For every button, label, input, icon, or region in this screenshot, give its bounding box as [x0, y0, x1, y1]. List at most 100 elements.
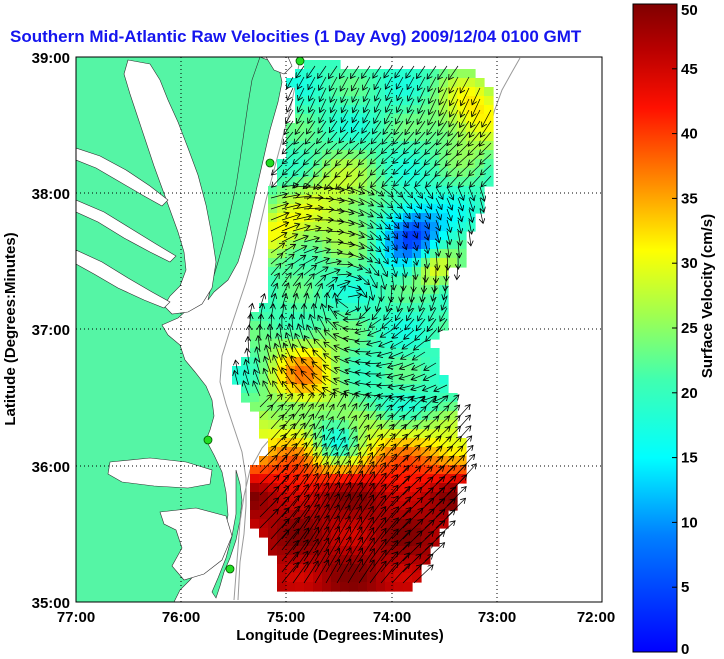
velocity-vector [281, 244, 296, 254]
velocity-cell [349, 483, 359, 493]
velocity-cell [277, 348, 287, 358]
velocity-cell [466, 114, 476, 124]
velocity-vector [380, 541, 398, 562]
velocity-cell [403, 105, 413, 115]
velocity-vector [362, 65, 371, 78]
velocity-cell [286, 312, 296, 322]
velocity-cell [295, 555, 305, 565]
velocity-cell [412, 501, 422, 511]
velocity-cell [331, 186, 341, 196]
velocity-cell [268, 456, 278, 466]
velocity-vector [315, 142, 327, 154]
velocity-cell [313, 78, 323, 88]
velocity-cell [430, 510, 440, 520]
velocity-cell [430, 429, 440, 439]
velocity-vector [481, 175, 492, 187]
velocity-vector [391, 519, 411, 540]
velocity-cell [439, 240, 449, 250]
velocity-cell [412, 402, 422, 412]
velocity-cell [331, 78, 341, 88]
velocity-cell [331, 402, 341, 412]
velocity-cell [394, 168, 404, 178]
velocity-cell [367, 348, 377, 358]
velocity-vector [307, 65, 316, 78]
velocity-cell [286, 294, 296, 304]
velocity-cell [439, 114, 449, 124]
velocity-cell [394, 330, 404, 340]
velocity-cell [322, 393, 332, 403]
velocity-cell [286, 510, 296, 520]
velocity-vector [375, 98, 382, 112]
velocity-vector [362, 120, 371, 133]
velocity-cell [367, 393, 377, 403]
velocity-vector [391, 530, 410, 551]
velocity-cell [286, 258, 296, 268]
velocity-vector [391, 553, 409, 573]
velocity-cell [340, 294, 350, 304]
velocity-cell [403, 519, 413, 529]
velocity-vector [341, 120, 349, 132]
velocity-cell [394, 159, 404, 169]
velocity-cell [304, 294, 314, 304]
velocity-cell [304, 555, 314, 565]
velocity-cell [403, 447, 413, 457]
velocity-cell [448, 222, 458, 232]
velocity-cell [403, 168, 413, 178]
velocity-vector [322, 304, 327, 320]
velocity-cell [340, 177, 350, 187]
velocity-vector [417, 65, 426, 79]
velocity-vector [270, 233, 287, 243]
velocity-vector [445, 274, 447, 291]
velocity-cell [385, 438, 395, 448]
velocity-vector [314, 483, 329, 507]
velocity-cell [331, 582, 341, 592]
velocity-vector [447, 219, 451, 232]
velocity-cell [358, 384, 368, 394]
velocity-vector [244, 370, 250, 386]
velocity-vector [468, 142, 481, 155]
velocity-cell [295, 303, 305, 313]
velocity-cell [367, 474, 377, 484]
velocity-cell [295, 249, 305, 259]
velocity-vector [391, 230, 398, 239]
velocity-cell [367, 402, 377, 412]
velocity-vector [325, 471, 340, 496]
velocity-cell [259, 339, 269, 349]
velocity-vector [325, 483, 340, 507]
velocity-cell [403, 267, 413, 277]
velocity-cell [457, 87, 467, 97]
velocity-vector [439, 76, 448, 93]
velocity-cell [268, 501, 278, 511]
velocity-cell [268, 186, 278, 196]
velocity-cell [421, 321, 431, 331]
x-tick-label: 74:00 [373, 609, 411, 626]
velocity-vector [358, 230, 373, 239]
velocity-vector [325, 505, 339, 529]
velocity-cell [430, 447, 440, 457]
velocity-vector [325, 516, 339, 540]
velocity-cell [331, 546, 341, 556]
velocity-vector [382, 318, 393, 328]
velocity-cell [349, 582, 359, 592]
velocity-cell [385, 573, 395, 583]
velocity-cell [322, 78, 332, 88]
velocity-cell [268, 249, 278, 259]
velocity-cell [340, 411, 350, 421]
x-axis: 77:00 76:00 75:00 74:00 73:00 72:00 Long… [57, 609, 615, 644]
velocity-cell [466, 159, 476, 169]
velocity-cell [367, 420, 377, 430]
velocity-cell [430, 537, 440, 547]
velocity-cell [286, 537, 296, 547]
velocity-vector [303, 247, 318, 254]
velocity-cell [376, 447, 386, 457]
velocity-vector [382, 153, 393, 164]
velocity-vector [392, 142, 404, 154]
velocity-vector [428, 109, 437, 125]
velocity-vector [380, 563, 398, 584]
velocity-cell [385, 159, 395, 169]
velocity-cell [367, 573, 377, 583]
velocity-cell [367, 69, 377, 79]
velocity-cell [340, 87, 350, 97]
velocity-vector [403, 274, 404, 291]
velocity-cell [358, 339, 368, 349]
